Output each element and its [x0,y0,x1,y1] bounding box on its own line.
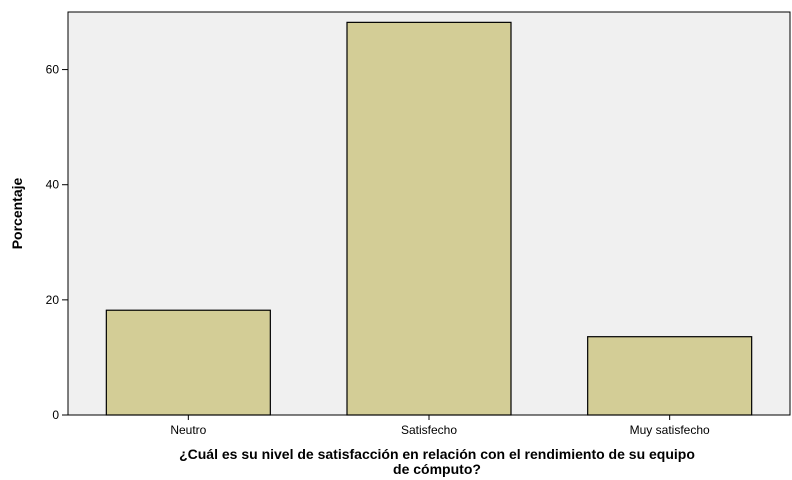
x-axis-ticks: Neutro Satisfecho Muy satisfecho [170,415,710,437]
y-axis-title: Porcentaje [9,177,25,249]
x-axis-title-line: ¿Cuál es su nivel de satisfacción en rel… [179,446,695,462]
x-tick-label: Neutro [170,423,206,437]
bar-muy-satisfecho [587,336,753,416]
x-axis-title: ¿Cuál es su nivel de satisfacción en rel… [179,446,695,477]
y-tick-label: 40 [46,178,60,192]
x-tick-label: Satisfecho [401,423,457,437]
y-tick-label: 20 [46,293,60,307]
y-axis-ticks: 0 20 40 60 [46,63,68,422]
bar-neutro [105,309,271,416]
x-axis-title-line: de cómputo? [393,461,481,477]
x-tick-label: Muy satisfecho [630,423,710,437]
y-tick-label: 0 [52,408,59,422]
bar-satisfecho [346,21,512,416]
y-tick-label: 60 [46,63,60,77]
